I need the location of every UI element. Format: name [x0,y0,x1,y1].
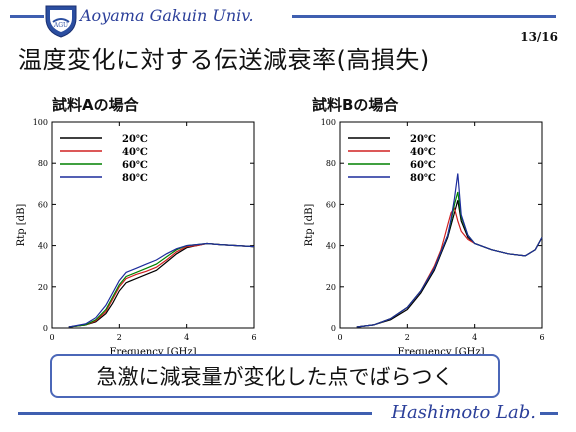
legend-label: 20℃ [122,134,148,145]
y-tick-label: 20 [326,283,336,292]
x-tick-label: 4 [472,333,477,342]
y-axis-label: Rtp [dB] [304,204,315,247]
x-axis-label: Frequency [GHz] [109,347,196,356]
y-tick-label: 0 [43,324,48,333]
footer-rule-left [18,412,372,415]
legend-label: 80℃ [122,173,148,184]
y-tick-label: 20 [38,283,48,292]
y-axis-label: Rtp [dB] [16,204,27,247]
plot-a-title: 試料Aの場合 [52,96,139,114]
x-tick-label: 2 [405,333,410,342]
chart-a: 0 20 40 60 80 100 0 2 4 6 Frequency [GHz] Rtp [dB] 2… [16,118,257,356]
legend-label: 80℃ [410,173,436,184]
legend-label: 60℃ [122,160,148,171]
x-tick-label: 4 [184,333,189,342]
conclusion-box: 急激に減衰量が変化した点でばらつく [50,354,500,398]
header-rule-left [10,15,44,18]
university-crest-icon: AGU [45,5,77,38]
series-line [68,242,255,328]
lab-name: Hashimoto Lab. [391,402,536,423]
y-tick-label: 60 [38,200,48,209]
x-tick-label: 6 [539,333,544,342]
university-name: Aoyama Gakuin Univ. [80,6,254,25]
legend-label: 20℃ [410,134,436,145]
x-tick-label: 0 [337,333,342,342]
legend-label: 40℃ [122,147,148,158]
y-tick-label: 0 [331,324,336,333]
y-tick-label: 100 [321,118,336,127]
legend-label: 60℃ [410,160,436,171]
y-tick-label: 80 [326,159,336,168]
svg-text:AGU: AGU [53,22,68,29]
plot-b-title: 試料Bの場合 [312,96,399,114]
page-number: 13/16 [520,30,558,44]
x-tick-label: 6 [251,333,256,342]
plot-frame [51,121,255,329]
header-rule-right [292,15,556,18]
footer-rule-right [540,412,558,415]
y-tick-label: 40 [326,242,336,251]
chart-b: 0 20 40 60 80 100 0 2 4 6 Frequency [GHz] Rtp [dB] 2… [304,118,545,356]
plot-frame [339,121,543,329]
y-tick-label: 40 [38,242,48,251]
series-line [356,173,543,328]
x-tick-label: 2 [117,333,122,342]
y-tick-label: 100 [33,118,48,127]
conclusion-text: 急激に減衰量が変化した点でばらつく [96,365,454,389]
y-tick-label: 80 [38,159,48,168]
x-axis-label: Frequency [GHz] [397,347,484,356]
y-tick-label: 60 [326,200,336,209]
legend-label: 40℃ [410,147,436,158]
slide-title: 温度変化に対する伝送減衰率(高損失) [18,46,430,74]
x-tick-label: 0 [49,333,54,342]
